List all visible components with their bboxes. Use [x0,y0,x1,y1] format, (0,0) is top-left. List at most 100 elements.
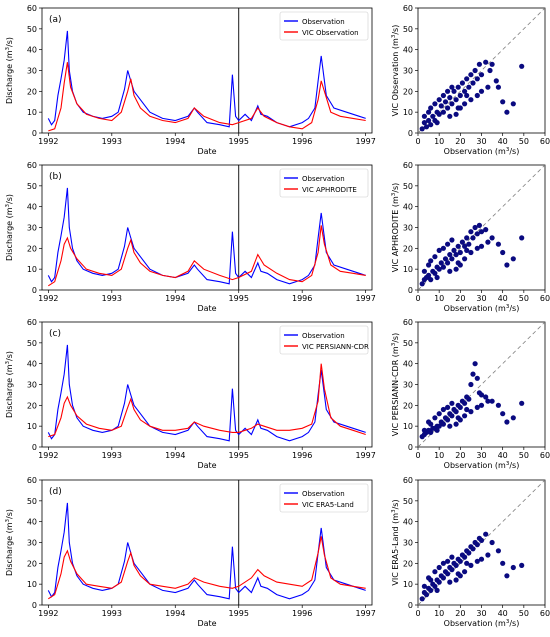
scatter-x-axis-label-prefix: Observation (m [444,619,506,628]
x-tick-label: 20 [455,451,465,460]
y-tick-label: 40 [27,46,37,55]
y-tick-label: 50 [27,25,37,34]
scatter-x-axis-label-tail: /s) [509,147,519,156]
x-tick-label: 1995 [229,294,249,303]
scatter-point [519,63,525,69]
x-tick-label: 50 [519,451,529,460]
x-axis-label: Date [197,461,216,470]
scatter-point [434,120,440,126]
scatter-point [442,256,449,262]
scatter-point [474,404,480,410]
x-tick-label: 1992 [38,609,58,618]
y-tick-label: 10 [27,580,37,589]
scatter-point [436,564,442,571]
scatter-point [447,252,453,258]
scatter-point [478,72,485,78]
scatter-point [453,562,459,569]
y-tick-label: 20 [27,559,37,568]
x-tick-label: 20 [455,609,465,618]
scatter-y-axis-label-unit-open: (m [391,38,400,52]
scatter-point [438,260,444,266]
scatter-point [468,381,474,388]
scatter-point [447,423,453,429]
scatter-point [495,241,501,247]
legend: Observation VIC ERA5-Land [279,483,369,513]
scatter-point [436,97,442,103]
x-tick-label: 1997 [355,609,375,618]
y-axis-label-prefix: Discharge (m [5,50,14,104]
scatter-point [462,101,468,107]
legend: Observation VIC Observation [279,11,369,41]
x-tick-label: 30 [476,451,486,460]
scatter-panel-c: 00 10 10 20 20 30 30 40 40 50 50 60 60 Observation (m… [391,318,550,470]
scatter-point [474,375,480,381]
scatter-point [485,552,491,558]
scatter-point [455,415,461,421]
scatter-point [474,245,480,251]
y-tick-label: 10 [403,108,413,117]
scatter-point [470,80,476,86]
scatter-point [462,413,468,419]
scatter-point [485,84,491,90]
scatter-y-axis-label: VIC PERSIANN-CDR (m3/s) [391,333,400,436]
y-tick-label: 20 [403,244,413,253]
legend-box [279,483,369,513]
scatter-y-axis-label-text: VIC Observation (m3/s) [391,25,400,117]
scatter-point [476,222,482,228]
x-tick-label: 1993 [102,451,122,460]
y-tick-label: 10 [403,580,413,589]
y-axis-label: Discharge (m3/s) [5,194,14,261]
y-tick-label: 0 [408,601,413,610]
scatter-point [455,243,461,249]
legend-label: VIC ERA5-Land [302,501,354,509]
scatter-panel-a: 00 10 10 20 20 30 30 40 40 50 50 60 60 Observation (m… [391,4,550,156]
y-axis-label-text: Discharge (m3/s) [5,194,14,261]
scatter-point [449,554,455,560]
observation-series-line [47,187,366,285]
x-tick-label: 10 [434,294,444,303]
scatter-point [432,270,438,276]
y-axis-label: Discharge (m3/s) [5,37,14,104]
scatter-x-axis-label-sup: 3 [506,147,510,153]
scatter-y-axis-label: VIC Observation (m3/s) [391,25,400,117]
scatter-point [478,243,485,249]
y-tick-label: 30 [403,381,413,390]
scatter-point [483,59,489,65]
scatter-point [442,99,449,105]
scatter-point [428,277,434,283]
x-tick-label: 1996 [292,451,312,460]
x-tick-label: 50 [519,294,529,303]
scatter-point [423,592,430,598]
scatter-x-axis-label: Observation (m3/s) [444,147,520,156]
x-tick-label: 1996 [292,137,312,146]
scatter-point [466,550,472,556]
x-tick-label: 1995 [229,609,249,618]
scatter-point [510,101,516,107]
scatter-point [453,421,459,427]
scatter-y-axis-label-text: VIC PERSIANN-CDR (m3/s) [391,333,400,436]
scatter-point [426,272,432,278]
y-axis-label-tail: /s) [5,509,14,519]
scatter-point [504,573,510,579]
scatter-point [472,224,478,231]
scatter-point [449,101,455,107]
simulation-series-line [48,62,366,132]
y-axis-label-text: Discharge (m3/s) [5,351,14,418]
scatter-point [493,78,499,84]
timeseries-panel-d: 0 10 20 30 40 50 60 1992 1993 1994 1995 1996 1997 (d)… [5,476,376,628]
scatter-point [466,396,472,402]
scatter-point [438,103,444,109]
x-tick-label: 1994 [165,137,185,146]
scatter-point [428,258,434,264]
x-tick-label: 40 [498,609,508,618]
scatter-point [504,419,510,425]
y-tick-label: 0 [32,443,37,452]
scatter-point [510,564,516,571]
y-tick-label: 0 [408,443,413,452]
scatter-panel-b: 00 10 10 20 20 30 30 40 40 50 50 60 60 Observation (m… [391,161,550,313]
y-tick-label: 30 [27,381,37,390]
y-axis-label-sup: 3 [5,203,11,207]
scatter-y-axis-label: VIC APHRODITE (m3/s) [391,183,400,273]
scatter-point [455,105,461,111]
scatter-point [500,99,506,105]
